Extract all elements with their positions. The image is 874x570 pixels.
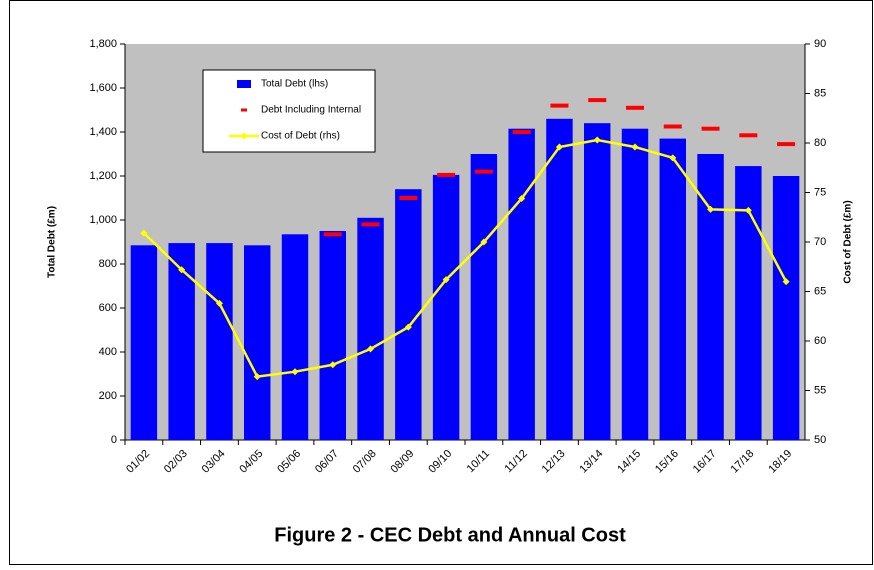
dash-marker — [474, 169, 493, 174]
legend-swatch — [241, 108, 247, 112]
bar — [130, 245, 158, 440]
legend-label: Total Debt (lhs) — [261, 79, 328, 90]
y-tick-label: 200 — [99, 390, 117, 402]
bar — [281, 234, 309, 440]
y-tick-label: 600 — [99, 302, 117, 314]
line-marker — [329, 361, 337, 369]
line-marker — [367, 345, 375, 353]
y2-tick-label: 55 — [814, 384, 826, 396]
dash-marker — [777, 142, 796, 147]
legend-swatch — [237, 80, 251, 88]
line-marker — [253, 373, 261, 381]
line-marker — [480, 238, 488, 246]
legend-swatch — [240, 132, 248, 140]
line-marker — [178, 266, 186, 274]
y-tick-label: 1,000 — [89, 214, 117, 226]
legend-label: Debt Including Internal — [261, 105, 361, 116]
bar — [584, 123, 611, 440]
line-marker — [518, 194, 526, 202]
bar — [432, 174, 460, 440]
bar — [697, 154, 724, 440]
dash-marker — [512, 130, 531, 134]
dash-marker — [399, 196, 418, 200]
bar — [244, 245, 271, 440]
line-marker — [631, 143, 639, 151]
line-marker — [593, 136, 601, 144]
y2-tick-label: 60 — [814, 335, 826, 347]
line-marker — [442, 276, 450, 284]
line-marker — [140, 229, 148, 237]
bar — [319, 231, 346, 440]
bar — [206, 243, 233, 440]
line-marker — [215, 299, 223, 307]
y-tick-label: 1,400 — [89, 126, 117, 138]
dash-marker — [437, 172, 456, 177]
dash-marker — [361, 222, 380, 227]
legend-box — [202, 69, 376, 153]
line-marker — [555, 143, 563, 151]
bar — [357, 217, 384, 440]
bar — [621, 128, 649, 440]
bar — [546, 118, 573, 441]
legend-label: Cost of Debt (rhs) — [261, 131, 340, 142]
line-marker — [707, 205, 715, 213]
dash-marker — [550, 103, 569, 108]
bar — [508, 128, 535, 440]
y-tick-label: 400 — [99, 346, 117, 358]
y-axis-title: Total Debt (£m) — [47, 206, 58, 278]
dash-marker — [663, 124, 682, 129]
y2-tick-label: 50 — [814, 434, 826, 446]
y2-tick-label: 70 — [814, 236, 826, 248]
line-marker — [291, 368, 299, 376]
y2-tick-label: 65 — [814, 285, 826, 297]
dash-marker — [701, 126, 720, 131]
dash-marker — [323, 232, 342, 237]
y2-tick-label: 75 — [814, 186, 826, 198]
y2-axis-title: Cost of Debt (£m) — [843, 200, 854, 283]
bar — [659, 138, 686, 440]
line-marker — [744, 206, 752, 214]
y2-tick-label: 80 — [814, 137, 826, 149]
dash-marker — [588, 98, 607, 103]
bar — [772, 176, 800, 440]
line-marker — [404, 323, 412, 331]
dash-marker — [739, 133, 758, 138]
y-tick-label: 1,800 — [89, 38, 117, 50]
dash-marker — [626, 105, 644, 110]
y-tick-label: 1,600 — [89, 82, 117, 94]
y2-tick-label: 90 — [814, 38, 826, 50]
y2-tick-label: 85 — [814, 87, 826, 99]
y-tick-label: 1,200 — [89, 170, 117, 182]
y-tick-label: 0 — [111, 434, 117, 446]
line-marker — [782, 278, 790, 286]
line — [143, 138, 788, 378]
y-tick-label: 800 — [99, 258, 117, 270]
line-marker — [669, 154, 677, 162]
bar — [470, 154, 498, 440]
chart-title: Figure 2 - CEC Debt and Annual Cost — [274, 524, 626, 546]
